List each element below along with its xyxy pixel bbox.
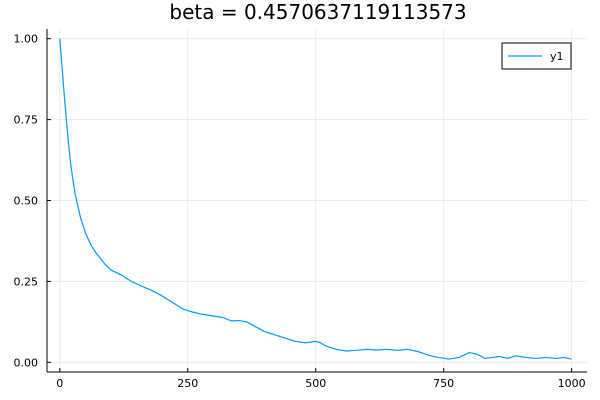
x-tick-label-3: 750 bbox=[433, 377, 454, 390]
y-tick-label-4: 1.00 bbox=[14, 33, 39, 46]
series-line-y1 bbox=[59, 38, 572, 360]
x-tick-label-4: 1000 bbox=[558, 377, 586, 390]
x-tick-label-2: 500 bbox=[305, 377, 326, 390]
y-tick-label-2: 0.50 bbox=[14, 195, 39, 208]
chart-title: beta = 0.4570637119113573 bbox=[169, 0, 466, 24]
legend-label-y1: y1 bbox=[550, 50, 564, 63]
y-tick-label-3: 0.75 bbox=[14, 114, 39, 127]
y-tick-label-0: 0.00 bbox=[14, 356, 39, 369]
grid bbox=[47, 29, 587, 372]
x-tick-label-0: 0 bbox=[56, 377, 63, 390]
legend: y1 bbox=[501, 42, 572, 70]
tick-labels: 0 250 500 750 1000 0.00 0.25 0.50 0.75 1.00 bbox=[14, 33, 586, 390]
plot-lines bbox=[59, 38, 572, 360]
x-tick-label-1: 250 bbox=[177, 377, 198, 390]
axes bbox=[46, 29, 587, 373]
y-tick-label-1: 0.25 bbox=[14, 275, 39, 288]
